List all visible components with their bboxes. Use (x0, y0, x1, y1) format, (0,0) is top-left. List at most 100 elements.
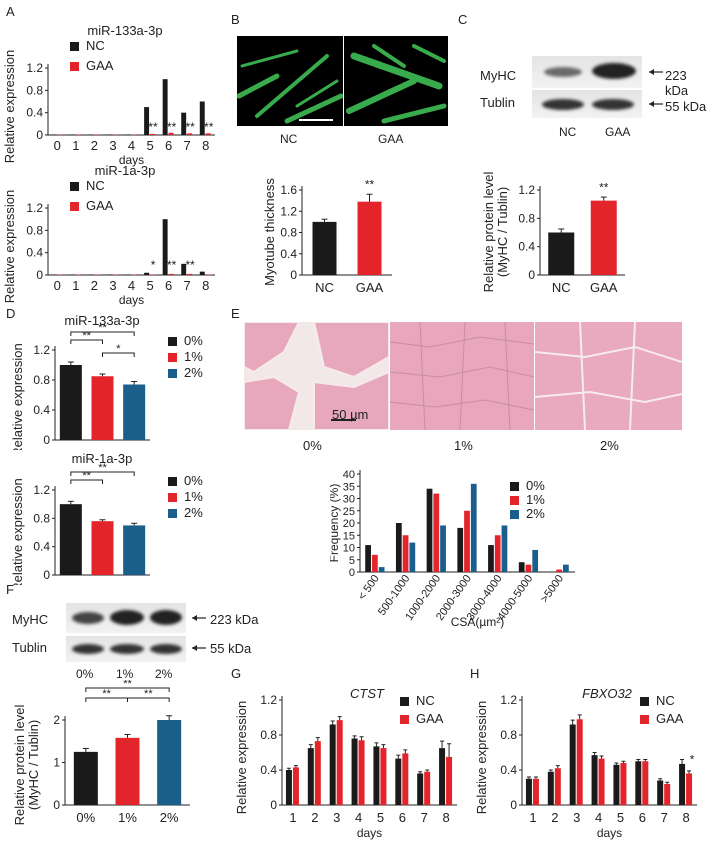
y-tick-label: 1.2 (280, 204, 297, 218)
significance-mark: ** (148, 120, 158, 134)
y-tick-label: 0 (510, 798, 517, 812)
bar-nc (88, 274, 94, 275)
significance-mark: ** (167, 258, 177, 272)
legend-label: GAA (416, 711, 444, 726)
bar-nc (285, 770, 292, 805)
x-tick-label: 7 (184, 138, 191, 153)
bar-nc (107, 274, 112, 275)
bar-nc (181, 112, 187, 135)
histology-label-2: 2% (600, 438, 619, 453)
bar-nc (417, 773, 424, 805)
significance-bracket (127, 697, 170, 702)
x-tick-label: NC (315, 280, 334, 295)
bar-gaa (358, 740, 365, 805)
legend-label: NC (416, 693, 435, 708)
panel-letter-b: B (231, 12, 240, 27)
x-tick-label: 5 (146, 138, 153, 153)
y-tick-label: 0 (36, 268, 43, 282)
legend-swatch (400, 715, 409, 724)
chart-d2-mir1: 0 0.4 0.8 1.2 miR-1a-3p Relative expression 0%… (10, 451, 203, 585)
x-tick-label: 8 (202, 138, 209, 153)
bar-1pct (464, 510, 470, 572)
bar-nc (69, 134, 75, 135)
y-axis-label: Myotube thickness (262, 178, 277, 286)
blot-f-lane-1: 1% (116, 667, 134, 681)
bar-nc (439, 748, 446, 805)
x-tick-label: < 500 (356, 573, 382, 603)
significance-bracket (70, 479, 103, 484)
bar-gaa (168, 132, 174, 135)
bar-gaa (314, 741, 321, 805)
y-tick-label: 0.4 (518, 240, 535, 254)
bar-2pct (378, 567, 385, 572)
bar-nc (613, 764, 620, 805)
y-axis-label: Relative expression (2, 190, 17, 303)
bar-gaa (620, 763, 627, 805)
scale-bar-label: 50 µm (332, 407, 369, 422)
blot-c-lane-nc: NC (559, 125, 577, 139)
panel-letter-c: C (458, 12, 468, 27)
blot-c-kda2: 55 kDa (665, 99, 707, 114)
bar-nc (329, 724, 336, 805)
legend-swatch (70, 42, 79, 51)
bar-nc (162, 219, 168, 275)
x-tick-label: 2 (91, 138, 98, 153)
chart-title: miR-133a-3p (87, 23, 162, 38)
x-tick-label: 1 (72, 138, 79, 153)
bar-nc (547, 771, 554, 805)
panel-letter-e: E (231, 306, 240, 321)
bar-nc (107, 134, 112, 135)
bar-gaa (57, 274, 63, 275)
bar-gaa (150, 274, 155, 275)
x-tick-label: 3 (333, 810, 340, 825)
bar-gaa (590, 200, 617, 275)
legend-swatch (510, 482, 519, 491)
bar-1pct (115, 737, 140, 805)
y-tick-label: 0 (43, 433, 50, 447)
chart-title: miR-1a-3p (72, 451, 133, 466)
bar-gaa (532, 778, 539, 805)
bar-2pct (440, 525, 446, 572)
bar-gaa (686, 773, 693, 805)
bar-gaa (205, 274, 211, 275)
bar-gaa (357, 201, 382, 275)
bar-1pct (91, 376, 114, 440)
blot-f-lane-0: 0% (76, 667, 94, 681)
x-tick-label: 7 (661, 810, 668, 825)
bar-1pct (525, 564, 532, 572)
bar-nc (548, 232, 575, 275)
significance-mark: * (151, 258, 156, 272)
fluorescence-image-gaa (344, 36, 448, 126)
y-axis-label: Frequency (%) (330, 484, 341, 563)
histology-image-0 (244, 322, 389, 430)
y-tick-label: 1.2 (260, 693, 277, 707)
x-tick-label: 3 (109, 138, 116, 153)
y-tick-label: 0 (53, 798, 60, 812)
significance-bracket (85, 687, 170, 692)
bar-gaa (336, 720, 343, 805)
y-tick-label: 0.4 (33, 540, 50, 554)
y-tick-label: 0.4 (26, 106, 43, 120)
bar-1pct (371, 554, 378, 572)
legend-swatch (400, 697, 409, 706)
x-tick-label: NC (552, 280, 571, 295)
y-tick-label: 25 (343, 506, 355, 518)
legend-label: 2% (184, 505, 203, 520)
bar-gaa (94, 134, 100, 135)
x-tick-label: 6 (165, 138, 172, 153)
y-tick-label: 35 (343, 481, 355, 493)
y-tick-label: 2 (53, 713, 60, 727)
bar-nc (181, 263, 187, 275)
y-tick-label: 5 (349, 555, 355, 567)
significance-mark: * (116, 343, 121, 355)
bar-2pct (563, 564, 569, 572)
y-tick-label: 1.2 (26, 201, 43, 215)
x-tick-label: 3 (109, 278, 116, 293)
legend-label: GAA (86, 58, 114, 73)
y-axis-label: (MyHC / Tublin) (26, 720, 41, 810)
y-tick-label: 0.4 (26, 246, 43, 260)
significance-mark: ** (98, 462, 107, 474)
x-tick-label: 5 (617, 810, 624, 825)
bar-nc (373, 746, 380, 805)
bar-1pct (494, 535, 501, 572)
